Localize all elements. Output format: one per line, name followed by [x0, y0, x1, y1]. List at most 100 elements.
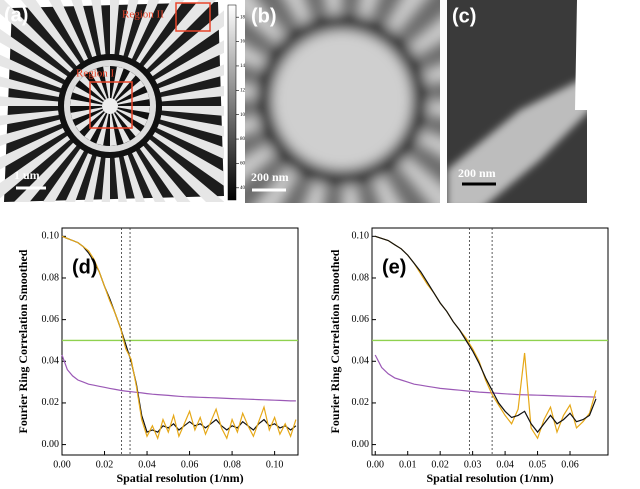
- spoke: [110, 113, 117, 146]
- region-label: Region I: [76, 68, 115, 80]
- spoke: [139, 145, 191, 202]
- spoke: [70, 107, 103, 120]
- x-tick-label: 0.06: [561, 459, 579, 470]
- x-tick-label: 0.05: [529, 459, 547, 470]
- region-box: [175, 2, 211, 32]
- scale-bar-label: 1 um: [14, 168, 40, 182]
- spoke: [84, 112, 106, 141]
- spoke: [119, 0, 139, 56]
- spoke: [304, 180, 328, 203]
- spoke: [90, 68, 108, 100]
- spoke: [79, 75, 105, 101]
- y-tick-label: 0.08: [352, 272, 370, 283]
- spoke: [245, 82, 258, 100]
- spoke: [0, 96, 59, 106]
- spoke: [0, 128, 65, 170]
- spoke: [0, 28, 68, 80]
- spoke: [146, 139, 224, 202]
- plot-area: [61, 227, 299, 456]
- x-tick-label: 0.02: [431, 459, 449, 470]
- panel-label: (b): [251, 5, 277, 27]
- spoke: [127, 0, 160, 59]
- spoke: [91, 0, 106, 55]
- x-tick-label: 0.03: [464, 459, 482, 470]
- spoke: [114, 157, 127, 202]
- y-tick-label: 0.04: [352, 356, 370, 367]
- x-tick-label: 0.04: [138, 459, 156, 470]
- spoke: [158, 64, 224, 93]
- spoke: [0, 54, 63, 89]
- spoke: [117, 106, 150, 113]
- x-tick-label: 0.10: [266, 459, 284, 470]
- spoke: [422, 64, 440, 86]
- colorbar-tick-label: 180: [240, 15, 248, 20]
- spoke: [161, 106, 224, 116]
- series-line: [375, 235, 597, 434]
- spoke: [245, 143, 277, 182]
- spoke: [0, 135, 71, 199]
- spoke: [0, 110, 59, 126]
- spoke: [245, 44, 268, 71]
- spoke: [245, 0, 287, 45]
- series-line: [61, 235, 297, 441]
- spoke: [71, 0, 97, 58]
- x-tick-label: 0.01: [399, 459, 417, 470]
- spoke: [101, 157, 110, 202]
- colorbar: [227, 4, 237, 201]
- colorbar-tick-label: 100: [240, 113, 248, 118]
- y-tick-label: 0.02: [352, 397, 370, 408]
- spoke: [157, 123, 224, 160]
- panel-label: (a): [4, 4, 28, 26]
- spoke: [70, 99, 103, 106]
- spoke: [284, 0, 313, 26]
- panel-label: (d): [72, 256, 98, 278]
- y-tick-label: 0.04: [42, 356, 60, 367]
- y-tick-label: 0.10: [352, 231, 370, 242]
- spoke: [110, 0, 120, 55]
- colorbar-tick-label: 40: [240, 186, 246, 191]
- scale-bar-label: 200 nm: [458, 166, 496, 180]
- y-tick-label: 0.00: [42, 439, 60, 450]
- series-line: [61, 354, 296, 402]
- region-box: [89, 81, 133, 129]
- panel-a-image: [0, 0, 224, 202]
- spoke: [342, 184, 361, 203]
- spoke: [123, 154, 145, 202]
- spoke: [255, 165, 299, 203]
- scale-bar-label: 200 nm: [251, 170, 289, 184]
- spoke: [385, 0, 426, 35]
- spoke: [416, 129, 440, 157]
- x-tick-label: 0.02: [96, 459, 114, 470]
- spoke: [160, 115, 224, 137]
- x-tick-label: 0.06: [181, 459, 199, 470]
- panel-label: (e): [382, 256, 406, 278]
- spoke: [72, 86, 104, 104]
- spoke: [0, 119, 62, 147]
- spoke: [152, 132, 224, 186]
- spoke: [21, 0, 81, 67]
- spoke: [114, 71, 136, 100]
- spoke: [136, 0, 185, 64]
- spoke: [65, 153, 93, 202]
- spoke: [397, 155, 440, 203]
- spoke: [132, 151, 166, 202]
- spoke: [116, 80, 145, 102]
- spoke: [245, 114, 262, 136]
- colorbar-tick-label: 60: [240, 162, 246, 167]
- colorbar-tick-label: 120: [240, 88, 248, 93]
- spoke: [143, 0, 217, 70]
- region-label: Region II: [122, 9, 164, 21]
- spoke: [426, 100, 440, 118]
- panel-label: (c): [452, 5, 476, 27]
- x-tick-label: 0.00: [366, 459, 384, 470]
- colorbar-tick-label: 160: [240, 40, 248, 45]
- spoke: [149, 10, 224, 77]
- series-line: [374, 354, 597, 398]
- x-axis-label: Spatial resolution (1/nm): [426, 471, 553, 485]
- y-tick-label: 0.06: [352, 314, 370, 325]
- y-tick-label: 0.06: [42, 314, 60, 325]
- x-tick-label: 0.00: [53, 459, 71, 470]
- x-tick-label: 0.08: [223, 459, 241, 470]
- spoke: [96, 113, 109, 146]
